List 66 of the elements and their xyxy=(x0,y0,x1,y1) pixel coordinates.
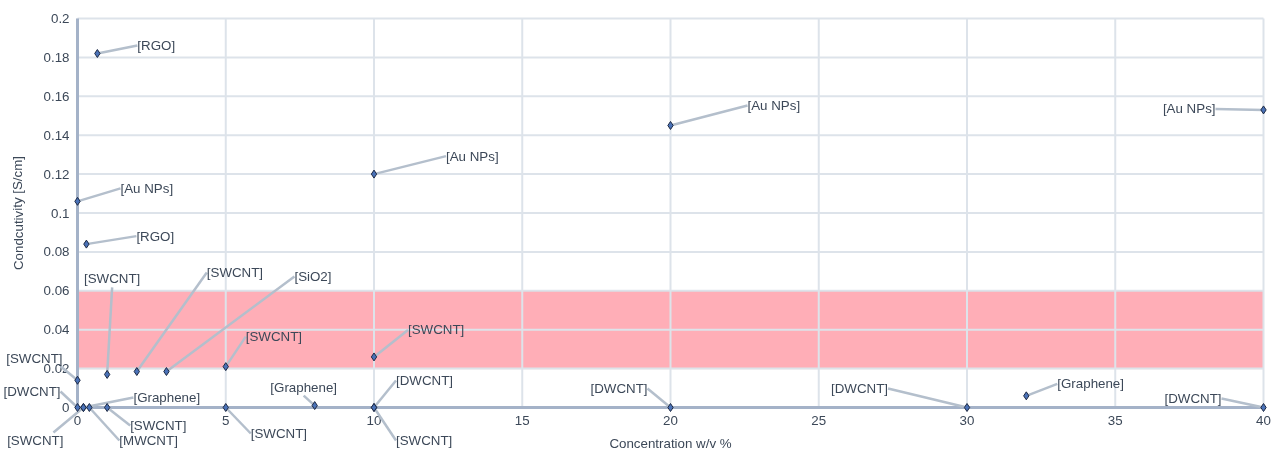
point xyxy=(74,375,81,385)
annotation: [RGO] xyxy=(137,38,176,54)
point xyxy=(94,49,101,59)
annotation: [DWCNT] xyxy=(590,381,648,396)
point xyxy=(86,403,93,412)
point xyxy=(103,369,111,379)
annotation: [SWCNT] xyxy=(84,271,141,287)
point xyxy=(1023,391,1030,401)
annotation: [SWCNT] xyxy=(396,433,453,448)
annotation: [MWCNT] xyxy=(119,433,178,448)
x-tick-label: 20 xyxy=(663,412,678,428)
point xyxy=(1260,105,1267,115)
point xyxy=(1260,403,1267,412)
annotation: [RGO] xyxy=(136,228,175,244)
x-axis-title: Concentration w/v % xyxy=(609,435,732,451)
point xyxy=(222,362,229,372)
point xyxy=(370,169,378,179)
point xyxy=(74,403,81,412)
annotation: [SWCNT] xyxy=(408,322,465,338)
x-tick-label: 30 xyxy=(959,412,975,428)
x-tick-label: 35 xyxy=(1107,412,1123,428)
y-tick-label: 0.14 xyxy=(43,127,71,143)
annotation: [Graphene] xyxy=(133,390,201,405)
annotation: [DWCNT] xyxy=(831,381,889,396)
annotation: [Au NPs] xyxy=(747,97,801,113)
y-tick-label: 0.08 xyxy=(43,244,70,260)
annotation: [SWCNT] xyxy=(130,418,187,433)
x-tick-label: 15 xyxy=(514,412,530,428)
x-tick-label: 0 xyxy=(73,412,82,428)
point xyxy=(667,403,674,412)
annotation: [SWCNT] xyxy=(250,426,308,441)
annotation: [Graphene] xyxy=(270,379,338,395)
point xyxy=(370,352,378,362)
point xyxy=(963,403,971,412)
y-tick-label: 0.1 xyxy=(50,205,70,221)
y-tick-label: 0.06 xyxy=(43,283,70,299)
y-axis-title: Condcutivity [S/cm] xyxy=(10,155,26,271)
annotation: [Au NPs] xyxy=(446,148,499,164)
x-tick-label: 5 xyxy=(222,412,230,428)
point xyxy=(74,196,81,206)
annotation: [SiO2] xyxy=(294,269,332,285)
annotation: [SWCNT] xyxy=(7,432,64,448)
point xyxy=(667,120,674,130)
point xyxy=(311,401,318,411)
annotation: [DWCNT] xyxy=(396,373,454,388)
y-tick-label: 0.2 xyxy=(50,11,70,26)
annotation: [SWCNT] xyxy=(245,329,303,345)
point xyxy=(163,367,170,377)
point xyxy=(133,367,140,377)
x-tick-label: 10 xyxy=(366,412,382,428)
annotation: [SWCNT] xyxy=(206,265,264,281)
y-tick-label: 0.18 xyxy=(43,49,70,65)
annotation: [Au NPs] xyxy=(1162,101,1216,117)
x-tick-label: 25 xyxy=(811,412,827,428)
point xyxy=(83,239,90,249)
annotation: [DWCNT] xyxy=(3,384,61,399)
y-tick-label: 0.04 xyxy=(43,322,71,338)
annotation: [DWCNT] xyxy=(1164,391,1222,406)
x-tick-label: 40 xyxy=(1256,412,1271,428)
y-tick-label: 0 xyxy=(62,400,70,415)
y-tick-label: 0.16 xyxy=(43,88,70,104)
point xyxy=(103,403,111,412)
point xyxy=(222,403,229,412)
annotation: [Au NPs] xyxy=(120,180,174,196)
y-tick-label: 0.12 xyxy=(43,166,70,182)
annotation: [Graphene] xyxy=(1057,376,1124,392)
